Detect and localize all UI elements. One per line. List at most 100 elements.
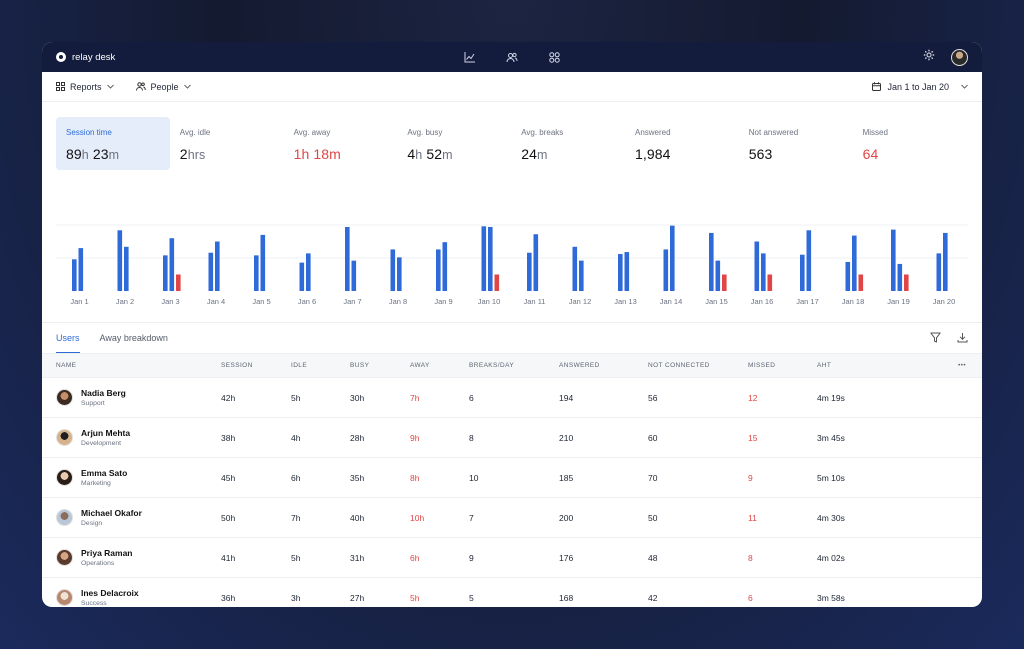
avatar <box>56 429 73 446</box>
reports-dropdown[interactable]: Reports <box>56 82 114 92</box>
stat-value: 24m <box>521 146 615 162</box>
column-header[interactable]: MISSED <box>748 362 776 369</box>
stat-value-part: 1,984 <box>634 146 671 162</box>
chart-bar[interactable] <box>936 253 942 291</box>
column-header[interactable]: IDLE <box>291 362 308 369</box>
table-row[interactable]: Arjun Mehta Development 38h 4h 28h 9h 8 210 60 15… <box>42 418 982 458</box>
chart-bar[interactable] <box>163 255 168 291</box>
chart-bar[interactable] <box>351 260 357 291</box>
stat-card[interactable]: Not answered 563 <box>739 117 853 170</box>
table-row[interactable]: Michael Okafor Design 50h 7h 40h 10h 7 200 50 11 4… <box>42 498 982 538</box>
column-header[interactable]: NOT CONNECTED <box>648 362 710 369</box>
chart-bar[interactable] <box>78 248 84 291</box>
chart-bar[interactable] <box>306 253 311 291</box>
chart-bar[interactable] <box>663 249 669 291</box>
stat-card[interactable]: Avg. busy 4h 52m <box>397 117 511 170</box>
chart-bar[interactable] <box>481 226 487 291</box>
column-header[interactable]: BREAKS/DAY <box>469 362 515 369</box>
chart-bar[interactable] <box>572 246 578 291</box>
chart-bar[interactable] <box>488 226 493 291</box>
chart-bar[interactable] <box>215 241 220 292</box>
chart-bar[interactable] <box>852 235 857 291</box>
chart-bar[interactable] <box>670 225 675 291</box>
cell-away: 7h <box>410 392 420 403</box>
user-cell: Arjun Mehta Development <box>56 418 130 457</box>
chart-bar[interactable] <box>254 255 259 291</box>
chart-bar[interactable] <box>722 274 727 292</box>
people-icon <box>135 82 146 91</box>
cell-busy: 30h <box>350 392 365 403</box>
chart-bar[interactable] <box>858 274 864 292</box>
chart-bar[interactable] <box>709 232 714 291</box>
chart-bar[interactable] <box>390 249 396 291</box>
grid-icon <box>56 82 65 91</box>
cell-idle: 4h <box>291 432 301 443</box>
column-header[interactable]: AWAY <box>410 362 430 369</box>
chart-bar[interactable] <box>176 274 181 292</box>
stat-value-part: 563 <box>748 146 773 162</box>
stat-card[interactable]: Avg. away 1h 18m <box>284 117 398 170</box>
chart-bar[interactable] <box>124 246 129 291</box>
gear-icon[interactable] <box>923 48 935 66</box>
tab-users[interactable]: Users <box>56 323 80 354</box>
grid-icon[interactable] <box>547 50 561 64</box>
chart-bar[interactable] <box>897 263 903 291</box>
avatar[interactable] <box>951 48 968 66</box>
cell-busy: 27h <box>350 592 365 603</box>
column-header[interactable]: AHT <box>817 362 832 369</box>
chart-bar[interactable] <box>761 253 766 291</box>
stat-card[interactable]: Missed 64 <box>853 117 967 170</box>
more-options-icon[interactable]: ••• <box>957 362 966 369</box>
chart-bar[interactable] <box>845 261 851 291</box>
chart-bar[interactable] <box>72 259 77 291</box>
chart-bar[interactable] <box>397 257 402 291</box>
people-dropdown[interactable]: People <box>135 82 191 92</box>
chart-bar[interactable] <box>624 252 630 291</box>
chart-bar[interactable] <box>806 230 812 291</box>
avatar <box>56 469 73 486</box>
chart-bar[interactable] <box>715 260 721 291</box>
table-row[interactable]: Nadia Berg Support 42h 5h 30h 7h 6 194 56 12 4m 19… <box>42 378 982 418</box>
chart-bar[interactable] <box>891 229 896 291</box>
filter-icon[interactable] <box>930 332 941 345</box>
avatar <box>56 389 73 406</box>
table-row[interactable]: Priya Raman Operations 41h 5h 31h 6h 9 176 48 8 4m… <box>42 538 982 578</box>
stat-label: Avg. away <box>293 128 331 137</box>
chart-bar[interactable] <box>943 232 948 291</box>
chart-bar[interactable] <box>117 230 123 291</box>
chart-bar[interactable] <box>442 242 448 291</box>
table-row[interactable]: Emma Sato Marketing 45h 6h 35h 8h 10 185 70 9 5m 1… <box>42 458 982 498</box>
chart-bar[interactable] <box>260 234 266 291</box>
people-icon[interactable] <box>505 50 519 64</box>
column-header[interactable]: SESSION <box>221 362 253 369</box>
chart-bar[interactable] <box>345 226 350 291</box>
brand[interactable]: relay desk <box>56 52 115 63</box>
chart-bar[interactable] <box>494 274 500 292</box>
chart-icon[interactable] <box>463 50 477 64</box>
chart-bar[interactable] <box>904 274 909 292</box>
table-row[interactable]: Ines Delacroix Success 36h 3h 27h 5h 5 168 42 6 3m… <box>42 578 982 607</box>
stat-card[interactable]: Avg. breaks 24m <box>511 117 625 170</box>
stat-card[interactable]: Avg. idle 2hrs <box>170 117 284 170</box>
chart-bar[interactable] <box>208 252 214 291</box>
stat-value: 1,984 <box>635 146 729 162</box>
tab-away-breakdown[interactable]: Away breakdown <box>100 323 168 354</box>
x-tick-label: Jan 7 <box>343 297 361 306</box>
chart-bar[interactable] <box>618 254 623 291</box>
stat-card[interactable]: Session time 89h 23m <box>56 117 170 170</box>
chart-bar[interactable] <box>754 241 760 292</box>
chart-bar[interactable] <box>767 274 773 292</box>
chart-bar[interactable] <box>533 234 539 291</box>
chart-bar[interactable] <box>800 254 805 291</box>
chart-bar[interactable] <box>436 249 441 291</box>
chart-bar[interactable] <box>579 260 584 291</box>
download-icon[interactable] <box>957 332 968 345</box>
chart-bar[interactable] <box>169 238 175 291</box>
chart-bar[interactable] <box>299 262 305 291</box>
date-range-picker[interactable]: Jan 1 to Jan 20 <box>872 82 968 92</box>
column-header[interactable]: BUSY <box>350 362 370 369</box>
chart-bar[interactable] <box>527 252 532 291</box>
column-header[interactable]: NAME <box>56 362 77 369</box>
column-header[interactable]: ANSWERED <box>559 362 600 369</box>
stat-card[interactable]: Answered 1,984 <box>625 117 739 170</box>
